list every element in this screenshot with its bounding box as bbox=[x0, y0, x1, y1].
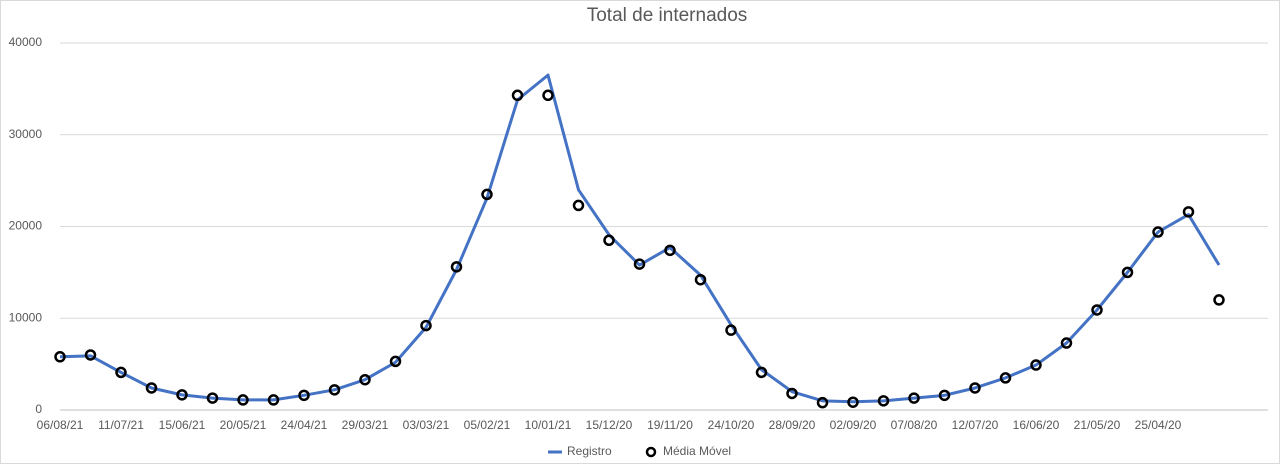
series-marker bbox=[938, 389, 951, 402]
series-marker bbox=[420, 319, 432, 332]
series-marker bbox=[237, 394, 249, 406]
x-tick-label: 24/10/20 bbox=[708, 418, 755, 432]
y-tick-label: 10000 bbox=[9, 310, 43, 324]
series-marker bbox=[847, 396, 859, 408]
x-tick-label: 20/05/21 bbox=[220, 418, 267, 432]
series-marker bbox=[877, 395, 890, 407]
legend-label: Média Móvel bbox=[663, 444, 731, 458]
series-marker bbox=[450, 261, 463, 273]
x-tick-label: 21/05/20 bbox=[1074, 418, 1121, 432]
x-tick-label: 29/03/21 bbox=[342, 418, 389, 432]
chart-title: Total de internados bbox=[587, 5, 748, 26]
series-marker bbox=[1030, 359, 1042, 371]
series-marker bbox=[145, 382, 158, 394]
x-tick-label: 25/04/20 bbox=[1135, 418, 1182, 432]
x-tick-label: 10/01/21 bbox=[525, 418, 572, 432]
x-tick-label: 24/04/21 bbox=[281, 418, 328, 432]
series-marker bbox=[115, 366, 127, 379]
x-tick-label: 15/12/20 bbox=[586, 418, 633, 432]
series-marker bbox=[725, 324, 737, 336]
series-marker bbox=[1121, 266, 1134, 279]
series-marker bbox=[542, 89, 554, 102]
series-marker bbox=[603, 234, 615, 247]
series-marker bbox=[633, 258, 646, 270]
series-marker bbox=[816, 396, 829, 409]
series-marker bbox=[999, 372, 1012, 384]
y-tick-label: 40000 bbox=[9, 35, 43, 49]
legend-label: Registro bbox=[567, 444, 612, 458]
y-tick-label: 0 bbox=[35, 402, 42, 416]
series-marker bbox=[359, 373, 371, 386]
series-marker bbox=[481, 188, 493, 201]
x-tick-label: 28/09/20 bbox=[769, 418, 816, 432]
series-marker bbox=[84, 349, 97, 361]
series-marker bbox=[176, 389, 188, 401]
series-marker bbox=[1213, 294, 1225, 306]
series-marker bbox=[694, 273, 707, 286]
legend-swatch bbox=[645, 446, 657, 458]
series-marker bbox=[786, 387, 798, 400]
x-tick-label: 06/08/21 bbox=[37, 418, 84, 432]
x-tick-label: 11/07/21 bbox=[98, 418, 144, 432]
series-marker bbox=[267, 394, 280, 406]
series-line bbox=[59, 73, 1221, 404]
series-marker bbox=[511, 89, 524, 102]
series-marker bbox=[755, 366, 768, 379]
series-marker bbox=[908, 392, 920, 404]
x-tick-label: 19/11/20 bbox=[647, 418, 693, 432]
x-tick-label: 05/02/21 bbox=[464, 418, 511, 432]
series-marker bbox=[206, 392, 219, 404]
series-marker bbox=[969, 382, 981, 394]
x-tick-label: 15/06/21 bbox=[159, 418, 206, 432]
series-marker bbox=[298, 389, 310, 402]
x-tick-label: 16/06/20 bbox=[1013, 418, 1060, 432]
x-tick-label: 03/03/21 bbox=[403, 418, 450, 432]
series-marker bbox=[54, 351, 66, 363]
x-tick-label: 02/09/20 bbox=[830, 418, 877, 432]
series-marker bbox=[1152, 226, 1164, 238]
series-marker bbox=[1182, 206, 1195, 218]
series-marker bbox=[328, 384, 341, 396]
series-marker bbox=[572, 199, 585, 212]
series-marker bbox=[389, 355, 402, 368]
series-marker bbox=[1060, 337, 1073, 349]
y-tick-label: 30000 bbox=[9, 127, 43, 141]
x-tick-label: 12/07/20 bbox=[952, 418, 999, 432]
x-tick-label: 07/08/20 bbox=[891, 418, 938, 432]
y-tick-label: 20000 bbox=[9, 219, 43, 233]
series-marker bbox=[664, 244, 676, 257]
series-marker bbox=[1091, 304, 1103, 316]
